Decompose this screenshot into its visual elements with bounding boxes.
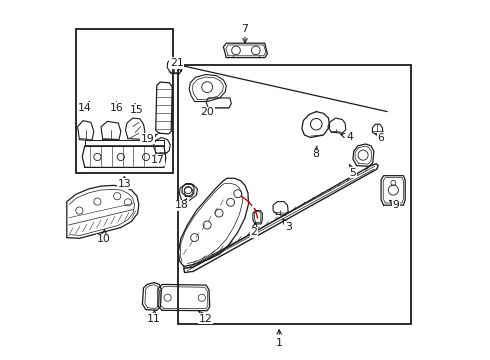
Text: 7: 7 [242,24,248,43]
Text: 13: 13 [118,176,131,189]
Bar [178,65,411,324]
Text: 10: 10 [97,230,111,244]
Text: 19: 19 [141,134,158,144]
Text: 21: 21 [170,58,183,71]
Text: 8: 8 [312,146,318,159]
Bar [76,29,173,173]
Text: 20: 20 [200,107,214,117]
Text: 6: 6 [376,132,385,143]
Text: 18: 18 [175,199,189,210]
Text: 11: 11 [147,310,160,324]
Text: 17: 17 [150,155,165,165]
Text: 12: 12 [198,311,212,324]
Text: 14: 14 [78,102,92,113]
Text: 4: 4 [341,132,353,142]
Text: 1: 1 [276,330,283,348]
Text: 2: 2 [250,222,257,237]
Text: 5: 5 [349,165,356,178]
Text: 16: 16 [110,102,123,113]
Text: 3: 3 [283,219,292,232]
Text: 9: 9 [390,200,400,210]
Text: 15: 15 [130,104,144,115]
